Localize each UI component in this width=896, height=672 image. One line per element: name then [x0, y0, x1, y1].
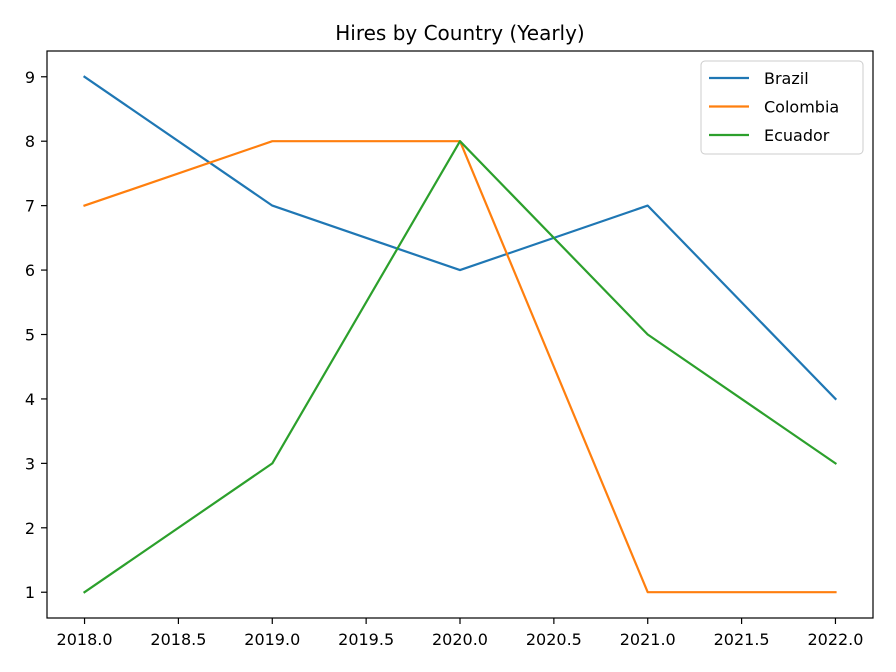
x-tick-label: 2021.5: [714, 630, 770, 649]
legend-label: Ecuador: [764, 126, 830, 145]
series-layer: [82, 75, 838, 594]
x-tick-label: 2020.0: [432, 630, 488, 649]
x-tick-label: 2019.5: [338, 630, 394, 649]
y-tick-label: 1: [25, 583, 35, 602]
y-tick-label: 4: [25, 390, 35, 409]
legend-box: [700, 60, 864, 155]
y-tick-label: 2: [25, 519, 35, 538]
y-tick-label: 7: [25, 197, 35, 216]
x-tick-label: 2022.0: [807, 630, 863, 649]
legend-label: Colombia: [764, 98, 839, 117]
x-tick-label: 2021.0: [620, 630, 676, 649]
legend: Brazil Colombia Ecuador: [700, 60, 864, 155]
y-tick-label: 6: [25, 261, 35, 280]
x-tick-label: 2019.0: [244, 630, 300, 649]
series-line-colombia: [83, 140, 837, 594]
y-axis: 1 2 3 4 5 6 7 8 9: [25, 68, 47, 602]
y-tick-label: 5: [25, 326, 35, 345]
y-tick-label: 9: [25, 68, 35, 87]
x-axis: 2018.0 2018.5 2019.0 2019.5 2020.0 2020.5 2021…: [57, 618, 863, 649]
x-tick-label: 2018.0: [57, 630, 113, 649]
y-tick-label: 8: [25, 132, 35, 151]
chart-title: Hires by Country (Yearly): [335, 21, 585, 45]
legend-label: Brazil: [764, 69, 809, 88]
y-tick-label: 3: [25, 454, 35, 473]
x-tick-label: 2020.5: [526, 630, 582, 649]
series-line-ecuador: [82, 140, 838, 594]
x-tick-label: 2018.5: [150, 630, 206, 649]
